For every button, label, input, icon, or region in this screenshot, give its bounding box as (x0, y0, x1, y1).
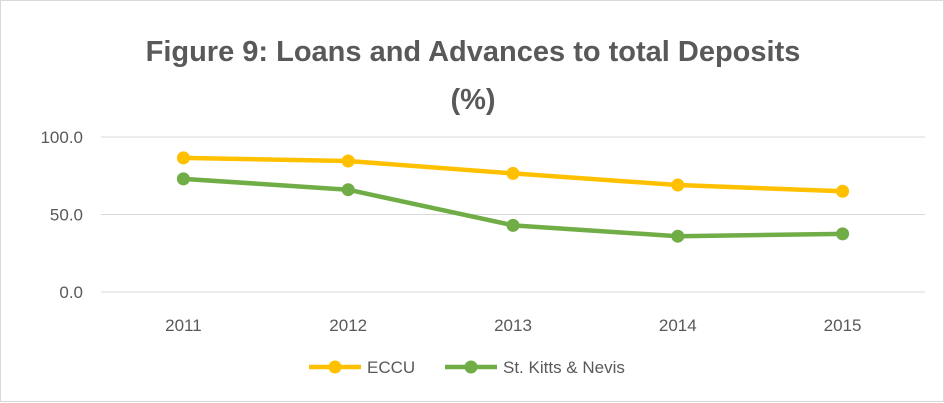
y-tick-label: 50.0 (50, 206, 83, 225)
x-tick-label: 2013 (494, 316, 532, 335)
data-point (341, 154, 355, 168)
data-point (671, 229, 685, 243)
data-point (671, 178, 685, 192)
gridlines (101, 136, 925, 293)
y-axis-ticks: 0.0 50.0 100.0 (40, 128, 83, 302)
data-point (836, 184, 850, 198)
data-point (176, 151, 190, 165)
legend-marker (464, 360, 478, 374)
legend-item: ECCU (309, 358, 415, 377)
y-tick-label: 0.0 (59, 283, 83, 302)
data-point (506, 166, 520, 180)
series-0 (176, 151, 850, 198)
x-tick-label: 2015 (824, 316, 862, 335)
data-point (341, 183, 355, 197)
x-tick-label: 2012 (329, 316, 367, 335)
data-point (176, 172, 190, 186)
series-lines (176, 151, 850, 243)
x-tick-label: 2011 (165, 316, 202, 335)
legend-marker (328, 360, 342, 374)
legend-item: St. Kitts & Nevis (445, 358, 625, 377)
legend-label: ECCU (367, 358, 415, 377)
legend: ECCU St. Kitts & Nevis (309, 358, 625, 377)
legend-label: St. Kitts & Nevis (503, 358, 625, 377)
data-point (506, 218, 520, 232)
x-axis-ticks: 2011 2012 2013 2014 2015 (165, 316, 861, 335)
data-point (836, 227, 850, 241)
series-1 (176, 172, 850, 243)
chart-title-line2: (%) (450, 84, 495, 116)
y-tick-label: 100.0 (40, 128, 83, 147)
x-tick-label: 2014 (659, 316, 697, 335)
chart-title: Figure 9: Loans and Advances to total De… (146, 36, 801, 68)
